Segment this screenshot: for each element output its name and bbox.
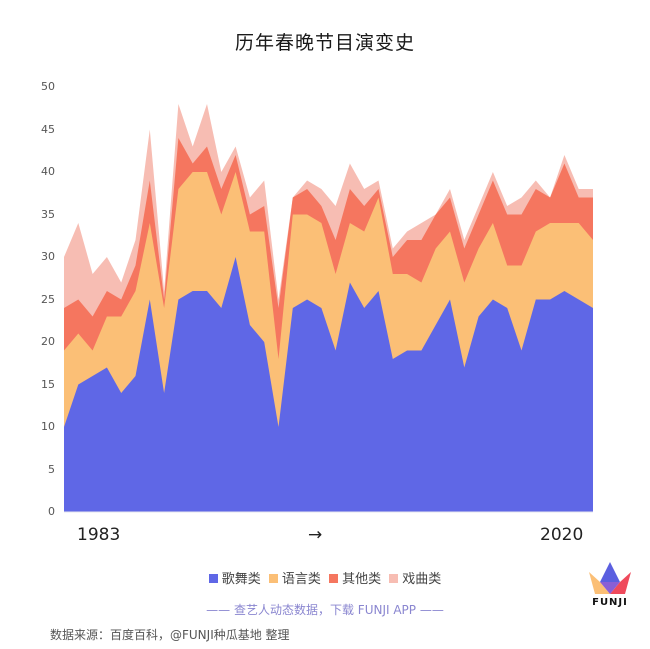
legend-item-language[interactable]: 语言类 <box>268 568 321 587</box>
legend-swatch-icon <box>208 574 218 583</box>
legend-item-song-dance[interactable]: 歌舞类 <box>208 568 261 587</box>
x-label-start: 1983 <box>77 525 121 545</box>
y-tick-label: 5 <box>48 462 55 476</box>
y-tick-label: 50 <box>41 80 55 93</box>
y-tick-label: 40 <box>41 165 55 178</box>
y-tick-label: 35 <box>41 207 55 221</box>
funji-logo-icon <box>589 562 631 594</box>
chart-title: 历年春晚节目演变史 <box>234 32 415 54</box>
legend-swatch-icon <box>329 574 339 583</box>
y-tick-label: 15 <box>41 377 55 391</box>
x-label-end: 2020 <box>540 525 584 545</box>
legend-label: 语言类 <box>281 572 321 587</box>
legend-label: 戏曲类 <box>402 572 442 587</box>
funji-logo-text: FUNJI <box>592 597 628 608</box>
legend-item-opera[interactable]: 戏曲类 <box>389 568 441 587</box>
y-tick-label: 30 <box>41 250 55 263</box>
x-arrow: → <box>308 525 323 545</box>
y-tick-label: 25 <box>41 292 55 306</box>
y-tick-label: 0 <box>48 505 55 518</box>
y-tick-label: 10 <box>41 420 55 433</box>
legend-item-other[interactable]: 其他类 <box>329 568 381 587</box>
legend: 歌舞类 语言类 其他类 戏曲类 <box>0 568 650 587</box>
legend-label: 其他类 <box>342 572 382 587</box>
area-song-dance <box>64 257 593 512</box>
promo-text: —— 查艺人动态数据，下载 FUNJI APP —— <box>206 603 444 617</box>
y-tick-label: 20 <box>41 335 55 348</box>
legend-swatch-icon <box>268 574 278 583</box>
source-note: 数据来源：百度百科，@FUNJI种瓜基地 整理 <box>50 628 290 642</box>
y-tick-label: 45 <box>41 122 55 136</box>
legend-label: 歌舞类 <box>221 572 261 587</box>
legend-swatch-icon <box>389 574 399 583</box>
